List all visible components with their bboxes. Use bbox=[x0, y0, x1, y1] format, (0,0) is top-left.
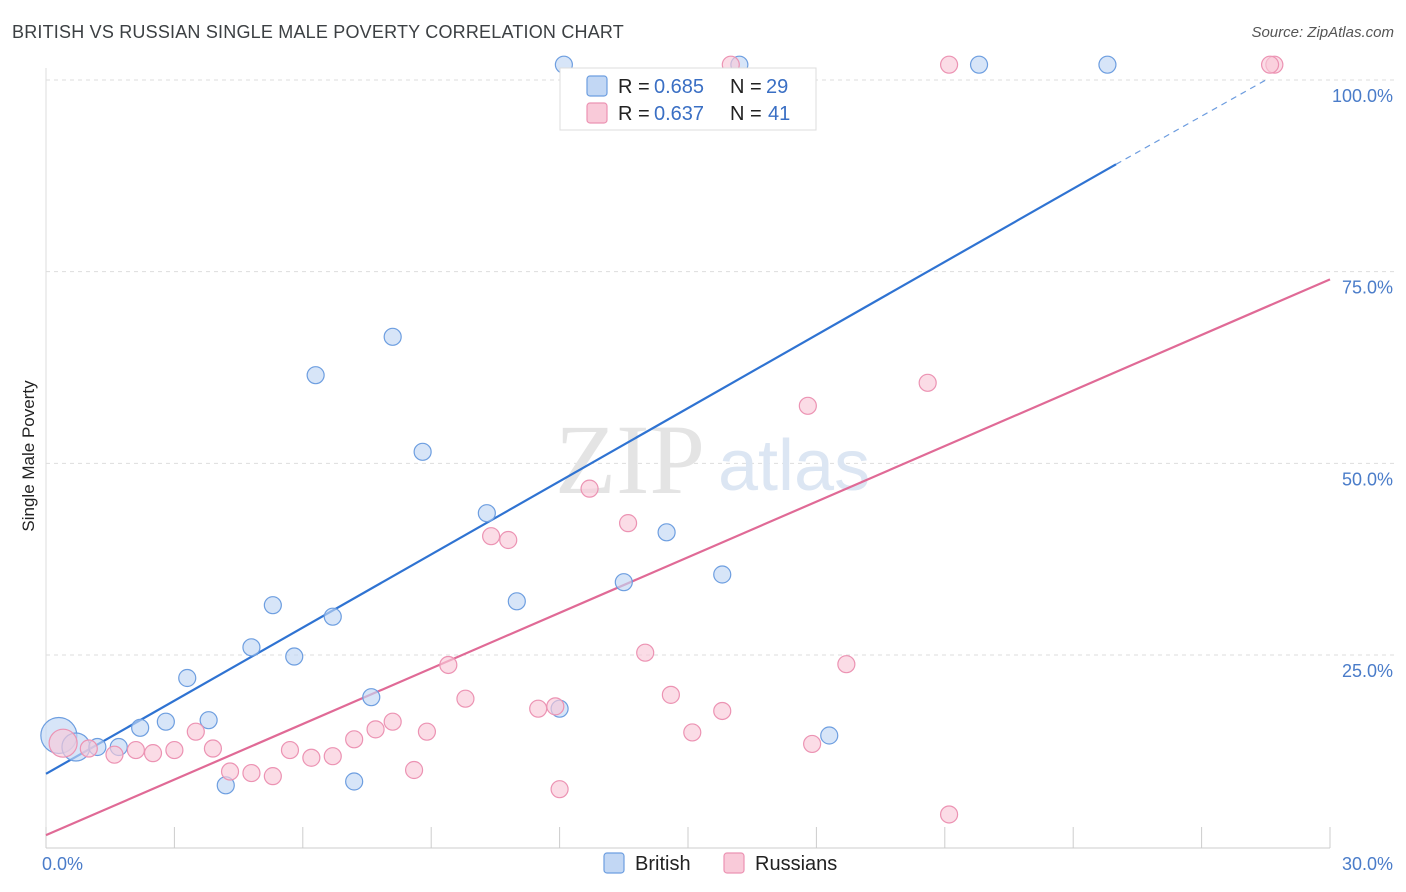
point-russians bbox=[302, 748, 321, 767]
x-tick-label: 0.0% bbox=[42, 854, 83, 874]
point-british bbox=[345, 772, 364, 791]
point-british bbox=[199, 711, 218, 730]
tick-labels: 25.0% 50.0% 75.0% 100.0% 0.0% 30.0% bbox=[42, 86, 1393, 874]
legend-british-n-value: 29 bbox=[766, 76, 788, 98]
point-russians bbox=[345, 730, 364, 749]
y-tick-label: 100.0% bbox=[1332, 86, 1393, 106]
point-russians bbox=[636, 643, 655, 662]
y-tick-label: 50.0% bbox=[1342, 469, 1393, 489]
point-russians bbox=[939, 805, 959, 824]
point-russians bbox=[918, 373, 937, 392]
trend-line-extension-british bbox=[1115, 79, 1267, 165]
point-russians bbox=[499, 530, 518, 550]
point-russians bbox=[242, 763, 261, 783]
bottom-legend-british: British bbox=[635, 853, 691, 875]
legend-british-n-label: N = bbox=[730, 76, 762, 98]
watermark: ZIP atlas bbox=[555, 404, 870, 515]
point-russians bbox=[383, 712, 402, 731]
point-russians bbox=[837, 655, 856, 674]
point-russians bbox=[798, 396, 817, 415]
legend-british-r-label: R = bbox=[618, 76, 650, 98]
point-russians bbox=[48, 728, 78, 758]
watermark-atlas: atlas bbox=[718, 426, 870, 506]
point-russians bbox=[404, 760, 424, 780]
point-british bbox=[657, 523, 676, 542]
point-british bbox=[131, 718, 150, 737]
point-russians bbox=[280, 740, 300, 760]
point-russians bbox=[661, 685, 680, 704]
legend-russians-n-value: 41 bbox=[768, 103, 790, 125]
chart-source: Source: ZipAtlas.com bbox=[1251, 24, 1394, 41]
trend-line-british bbox=[45, 163, 1117, 775]
point-british bbox=[383, 327, 402, 346]
bottom-legend-swatch-russians bbox=[723, 852, 745, 874]
point-british bbox=[820, 726, 839, 745]
y-axis-label: Single Male Poverty bbox=[19, 380, 38, 532]
point-russians bbox=[220, 762, 240, 781]
y-tick-label: 25.0% bbox=[1342, 661, 1393, 681]
top-legend: R = 0.685 N = 29 R = 0.637 N = 41 bbox=[559, 67, 817, 131]
bottom-legend-swatch-british bbox=[603, 852, 625, 874]
legend-swatch-russians bbox=[586, 102, 608, 124]
point-british bbox=[969, 55, 989, 74]
point-russians bbox=[186, 722, 205, 741]
grid-layer bbox=[46, 79, 1394, 656]
y-tick-label: 75.0% bbox=[1342, 278, 1393, 298]
point-russians bbox=[1260, 55, 1280, 74]
axes-layer bbox=[45, 68, 1331, 849]
x-tick-label: 30.0% bbox=[1342, 854, 1393, 874]
point-russians bbox=[105, 745, 124, 764]
point-russians bbox=[165, 740, 184, 760]
point-british bbox=[285, 647, 304, 666]
point-british bbox=[614, 573, 633, 592]
point-russians bbox=[126, 740, 145, 760]
point-british bbox=[362, 688, 381, 707]
point-russians bbox=[529, 699, 548, 718]
bottom-legend: British Russians bbox=[603, 852, 837, 875]
point-russians bbox=[939, 55, 959, 74]
trend-line-russians bbox=[45, 278, 1331, 837]
trend-layer bbox=[45, 79, 1331, 837]
points-layer bbox=[40, 55, 1284, 824]
point-russians bbox=[323, 747, 342, 766]
bottom-legend-russians: Russians bbox=[755, 853, 837, 875]
point-british bbox=[507, 592, 526, 611]
point-russians bbox=[580, 479, 599, 498]
point-russians bbox=[713, 701, 732, 721]
point-russians bbox=[482, 527, 501, 546]
legend-russians-r-label: R = bbox=[618, 103, 650, 125]
point-british bbox=[156, 712, 175, 731]
legend-british-r-value: 0.685 bbox=[654, 76, 704, 98]
legend-russians-r-value: 0.637 bbox=[654, 103, 704, 125]
point-british bbox=[713, 565, 732, 584]
point-british bbox=[242, 638, 261, 657]
point-russians bbox=[803, 734, 822, 754]
legend-russians-n-label: N = bbox=[730, 103, 762, 125]
point-russians bbox=[203, 739, 223, 758]
point-russians bbox=[263, 767, 282, 786]
point-russians bbox=[143, 744, 163, 763]
point-british bbox=[413, 442, 432, 461]
point-russians bbox=[456, 689, 475, 708]
legend-swatch-british bbox=[586, 75, 608, 97]
chart-title: BRITISH VS RUSSIAN SINGLE MALE POVERTY C… bbox=[12, 22, 625, 42]
point-russians bbox=[618, 514, 638, 533]
point-russians bbox=[366, 720, 385, 739]
point-british bbox=[306, 366, 325, 385]
point-russians bbox=[546, 697, 565, 716]
point-british bbox=[477, 504, 496, 523]
point-russians bbox=[550, 780, 569, 799]
watermark-zip: ZIP bbox=[555, 404, 705, 515]
point-british bbox=[1098, 55, 1117, 74]
point-british bbox=[323, 607, 342, 626]
point-russians bbox=[683, 723, 702, 742]
point-russians bbox=[439, 655, 458, 675]
point-russians bbox=[417, 722, 437, 741]
point-british bbox=[263, 596, 282, 615]
point-british bbox=[178, 668, 197, 688]
point-russians bbox=[79, 739, 98, 758]
